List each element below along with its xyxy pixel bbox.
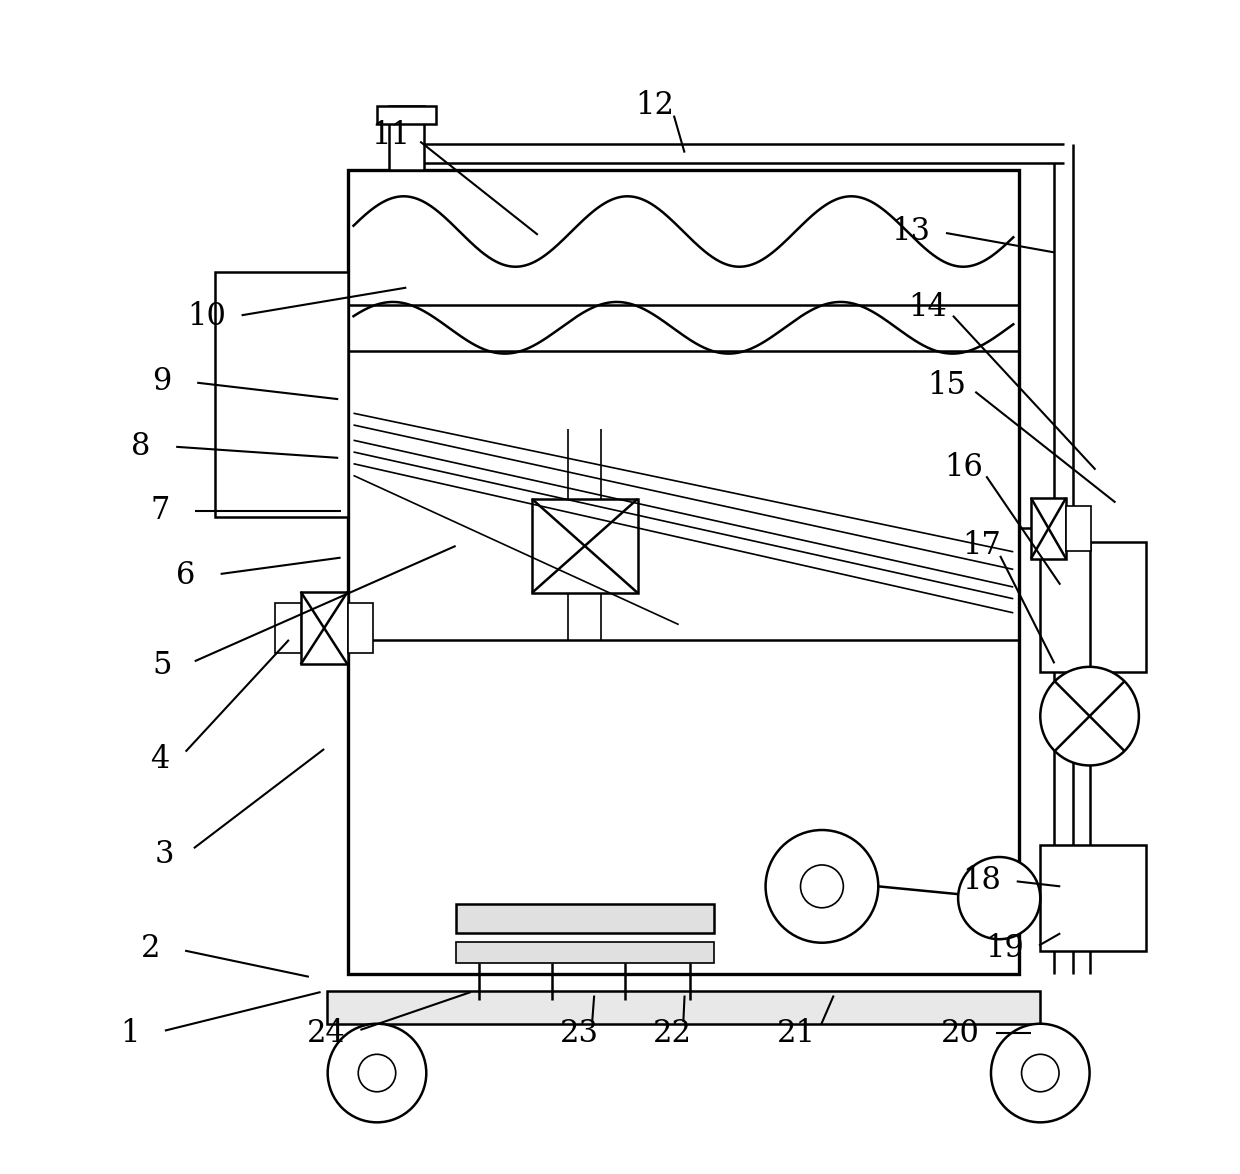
Text: 5: 5: [153, 650, 172, 681]
Bar: [455, 942, 714, 963]
Text: 16: 16: [945, 452, 983, 483]
Circle shape: [358, 1054, 396, 1092]
Bar: [347, 603, 373, 653]
Bar: [347, 170, 1019, 974]
Text: 17: 17: [962, 531, 1001, 561]
Bar: [300, 592, 347, 664]
Text: 20: 20: [941, 1018, 980, 1048]
Text: 21: 21: [776, 1018, 816, 1048]
Text: 1: 1: [120, 1018, 140, 1048]
Text: 15: 15: [926, 370, 966, 400]
Text: 3: 3: [155, 839, 175, 870]
Text: 2: 2: [140, 933, 160, 964]
Text: 12: 12: [636, 90, 675, 121]
Text: 9: 9: [153, 366, 172, 397]
Bar: [326, 991, 1040, 1024]
Text: 10: 10: [187, 302, 226, 332]
Text: 7: 7: [150, 495, 170, 526]
Text: 22: 22: [653, 1018, 692, 1048]
Circle shape: [991, 1024, 1090, 1122]
Bar: [1040, 845, 1146, 951]
Circle shape: [1040, 667, 1138, 765]
Text: 11: 11: [372, 120, 410, 150]
Bar: [455, 904, 714, 933]
Text: 8: 8: [131, 431, 151, 461]
Circle shape: [327, 1024, 427, 1122]
Text: 23: 23: [559, 1018, 599, 1048]
Bar: [388, 106, 424, 170]
Bar: [377, 106, 435, 124]
Bar: [1030, 498, 1066, 559]
Text: 13: 13: [892, 216, 931, 247]
Circle shape: [959, 857, 1040, 939]
Bar: [275, 603, 300, 653]
Bar: [215, 272, 347, 517]
Text: 24: 24: [308, 1018, 346, 1048]
Text: 18: 18: [962, 865, 1001, 896]
Bar: [532, 499, 637, 593]
Text: 4: 4: [150, 744, 170, 775]
Bar: [1066, 506, 1091, 551]
Text: 6: 6: [176, 560, 196, 591]
Circle shape: [801, 865, 843, 908]
Bar: [1040, 542, 1146, 672]
Circle shape: [765, 830, 878, 943]
Text: 14: 14: [908, 292, 947, 323]
Circle shape: [1022, 1054, 1059, 1092]
Text: 19: 19: [986, 933, 1024, 964]
